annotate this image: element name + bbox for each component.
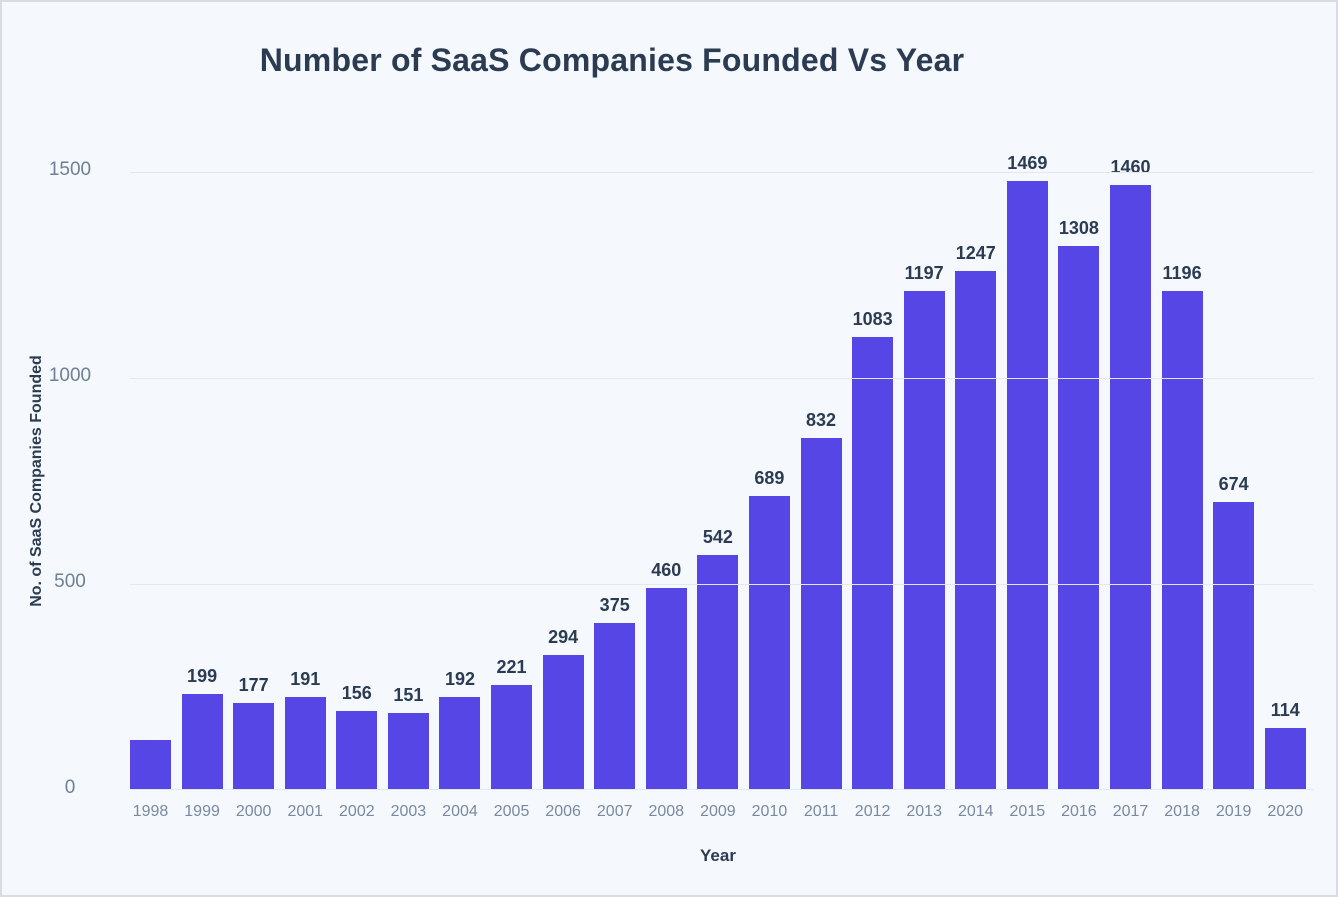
bar-2013: 1197 2013 bbox=[903, 263, 945, 820]
x-tick-label-2008: 2008 bbox=[648, 803, 685, 820]
x-tick-label-2012: 2012 bbox=[854, 803, 891, 820]
x-tick-label-2011: 2011 bbox=[803, 803, 839, 820]
bar-2010: 689 2010 bbox=[748, 468, 790, 820]
x-tick-label-2019: 2019 bbox=[1215, 803, 1252, 820]
x-tick-label-2016: 2016 bbox=[1061, 803, 1097, 820]
bar-2003: 151 2003 bbox=[387, 685, 429, 820]
bar-2008: 460 2008 bbox=[645, 560, 687, 820]
plot-area: 1998 199 1999 177 2000 191 2001 156 2002 151 2003 1… bbox=[49, 153, 1313, 820]
bar-1999: 199 1999 bbox=[181, 666, 223, 820]
bar-value-label-2000: 177 bbox=[238, 674, 269, 695]
y-tick-label-0: 0 bbox=[64, 777, 76, 798]
bar-2017: 1460 2017 bbox=[1109, 157, 1151, 820]
bar-value-label-2018: 1196 bbox=[1162, 263, 1202, 284]
x-tick-label-2017: 2017 bbox=[1112, 803, 1149, 820]
gridline-1500 bbox=[130, 172, 1313, 173]
y-tick-label-500: 500 bbox=[54, 571, 86, 592]
y-axis-title: No. of SaaS Companies Founded bbox=[28, 355, 45, 607]
gridline-1000 bbox=[130, 378, 1313, 379]
bar-2005: 221 2005 bbox=[491, 657, 533, 820]
x-tick-label-2002: 2002 bbox=[339, 803, 375, 820]
bar-2000: 177 2000 bbox=[233, 675, 275, 820]
bar-value-label-2013: 1197 bbox=[904, 262, 944, 283]
bar-2002: 156 2002 bbox=[336, 683, 378, 820]
x-tick-label-2010: 2010 bbox=[751, 803, 788, 820]
bar-value-label-2015: 1469 bbox=[1007, 153, 1048, 174]
x-tick-label-2005: 2005 bbox=[493, 803, 530, 820]
bar-2014: 1247 2014 bbox=[955, 243, 997, 820]
bar-value-label-2003: 151 bbox=[393, 685, 424, 706]
x-tick-label-2014: 2014 bbox=[957, 803, 994, 820]
bar-value-label-2005: 221 bbox=[496, 656, 527, 677]
bar-value-label-1999: 199 bbox=[187, 665, 218, 686]
bar-2011: 832 2011 bbox=[800, 410, 842, 820]
bar-value-label-2020: 114 bbox=[1270, 700, 1300, 720]
x-tick-label-2006: 2006 bbox=[545, 803, 581, 820]
bar-value-label-2017: 1460 bbox=[1110, 156, 1151, 177]
x-tick-label-2015: 2015 bbox=[1009, 803, 1046, 820]
bar-value-label-2012: 1083 bbox=[852, 308, 893, 329]
bar-value-label-2002: 156 bbox=[341, 683, 372, 703]
bar-2019: 674 2019 bbox=[1213, 474, 1255, 820]
bar-2006: 294 2006 bbox=[542, 627, 584, 820]
x-tick-label-2013: 2013 bbox=[906, 803, 942, 820]
bar-value-label-2009: 542 bbox=[702, 527, 733, 548]
x-tick-label-2020: 2020 bbox=[1267, 803, 1304, 820]
bar-value-label-2008: 460 bbox=[651, 560, 682, 581]
bar-2007: 375 2007 bbox=[594, 595, 636, 820]
bar-2012: 1083 2012 bbox=[852, 309, 894, 820]
x-tick-label-2009: 2009 bbox=[700, 803, 736, 820]
x-tick-label-1999: 1999 bbox=[184, 803, 220, 820]
bar-2016: 1308 2016 bbox=[1058, 218, 1100, 820]
bar-value-label-2001: 191 bbox=[290, 668, 321, 689]
bar-value-label-2014: 1247 bbox=[955, 242, 996, 263]
bar-2018: 1196 2018 bbox=[1161, 263, 1203, 820]
x-tick-label-2018: 2018 bbox=[1164, 803, 1200, 820]
bar-value-label-2006: 294 bbox=[548, 627, 579, 648]
bar-2020: 114 2020 bbox=[1264, 700, 1306, 820]
bar-value-label-2016: 1308 bbox=[1058, 218, 1099, 239]
gridline-0 bbox=[130, 789, 1313, 790]
bars-row: 1998 199 1999 177 2000 191 2001 156 2002 151 2003 1… bbox=[130, 153, 1306, 820]
x-tick-label-1998: 1998 bbox=[132, 803, 169, 820]
x-tick-label-2003: 2003 bbox=[390, 803, 427, 820]
bar-2004: 192 2004 bbox=[439, 669, 481, 820]
x-tick-label-2000: 2000 bbox=[235, 803, 272, 820]
bar-value-label-2019: 674 bbox=[1218, 474, 1249, 494]
gridline-500 bbox=[130, 584, 1313, 585]
bar-value-label-2004: 192 bbox=[444, 668, 475, 689]
x-tick-label-2007: 2007 bbox=[596, 803, 633, 820]
bar-2009: 542 2009 bbox=[697, 527, 739, 820]
y-tick-label-1000: 1000 bbox=[48, 365, 92, 386]
x-tick-label-2004: 2004 bbox=[442, 803, 478, 820]
bar-value-label-2011: 832 bbox=[805, 410, 837, 431]
bar-value-label-2010: 689 bbox=[754, 467, 785, 488]
chart-title: Number of SaaS Companies Founded Vs Year bbox=[259, 42, 965, 78]
bar-2001: 191 2001 bbox=[284, 669, 326, 820]
bar-1998: 1998 bbox=[130, 739, 171, 820]
bar-2015: 1469 2015 bbox=[1006, 153, 1048, 820]
x-axis-title: Year bbox=[700, 846, 736, 865]
x-tick-label-2001: 2001 bbox=[287, 803, 324, 820]
bar-value-label-2007: 375 bbox=[599, 594, 630, 615]
y-tick-label-1500: 1500 bbox=[48, 159, 92, 180]
